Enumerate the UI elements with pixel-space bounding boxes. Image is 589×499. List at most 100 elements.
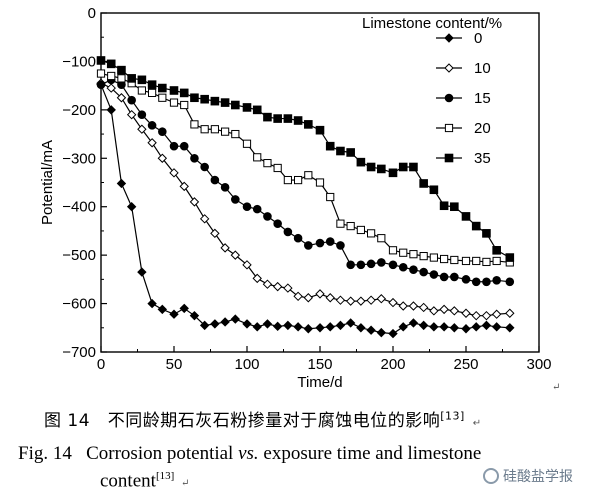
- data-point-series-35: [315, 125, 325, 135]
- data-point-series-15: [283, 227, 293, 237]
- caption-en-text-1: Corrosion potential: [86, 443, 239, 464]
- data-point-series-20: [96, 69, 106, 78]
- data-point-series-35: [471, 221, 481, 231]
- data-point-series-35: [242, 103, 252, 112]
- legend-marker-35: [444, 153, 454, 163]
- x-tick-label: 250: [453, 356, 478, 373]
- data-point-series-0: [408, 318, 419, 328]
- data-point-series-0: [116, 178, 127, 189]
- data-point-series-35: [231, 100, 240, 110]
- y-tick-label: −300: [62, 150, 96, 167]
- data-point-series-0: [147, 298, 157, 309]
- legend-label-35: 35: [474, 150, 491, 167]
- data-point-series-15: [398, 262, 408, 272]
- data-point-series-0: [366, 325, 376, 335]
- data-point-series-10: [126, 109, 137, 120]
- data-point-series-20: [399, 248, 408, 257]
- y-tick-label: −500: [62, 247, 96, 264]
- data-point-series-20: [158, 93, 167, 102]
- data-point-series-0: [315, 323, 325, 333]
- data-point-series-10: [491, 309, 502, 319]
- data-point-series-0: [157, 304, 168, 315]
- data-point-series-35: [461, 212, 471, 221]
- data-point-series-15: [252, 204, 262, 214]
- data-point-series-35: [450, 202, 459, 212]
- caption-chinese: 图 14 不同龄期石灰石粉掺量对于腐蚀电位的影响[13] ↵: [44, 406, 482, 431]
- return-mark: ↵: [181, 478, 190, 490]
- data-point-series-35: [96, 56, 106, 65]
- wechat-icon: [483, 468, 499, 484]
- data-point-series-10: [199, 214, 210, 224]
- data-point-series-10: [242, 260, 252, 270]
- data-point-series-20: [440, 254, 449, 264]
- data-point-series-15: [492, 276, 501, 285]
- data-point-series-20: [242, 139, 252, 148]
- x-tick-label: 150: [307, 356, 332, 373]
- data-point-series-20: [461, 256, 471, 266]
- data-point-series-15: [482, 277, 491, 287]
- data-point-series-20: [117, 74, 126, 83]
- data-point-series-15: [273, 219, 282, 228]
- data-point-series-0: [199, 320, 210, 331]
- data-point-series-0: [106, 105, 116, 115]
- legend-title: Limestone content/%: [362, 15, 502, 32]
- data-point-series-35: [336, 146, 345, 156]
- return-mark: ↵: [552, 382, 561, 393]
- data-point-series-10: [157, 153, 168, 163]
- data-point-series-0: [471, 322, 481, 332]
- data-point-series-0: [283, 320, 293, 331]
- data-point-series-20: [169, 98, 179, 107]
- series-line-35: [100, 59, 511, 259]
- data-point-series-20: [409, 250, 418, 259]
- data-point-series-35: [273, 114, 282, 123]
- y-tick-label: 0: [88, 5, 96, 22]
- data-point-series-15: [304, 241, 313, 250]
- data-point-series-10: [408, 301, 419, 311]
- data-point-series-35: [137, 75, 147, 85]
- data-point-series-0: [252, 322, 262, 332]
- data-point-series-20: [180, 100, 189, 110]
- series-line-15: [100, 79, 510, 283]
- data-point-series-20: [367, 229, 376, 238]
- data-point-series-15: [315, 238, 325, 248]
- data-point-series-10: [303, 293, 314, 303]
- data-point-series-35: [283, 114, 293, 123]
- caption-en-ref: [13]: [155, 470, 175, 482]
- data-point-series-15: [127, 95, 136, 105]
- data-point-series-10: [315, 289, 325, 299]
- data-point-series-10: [376, 294, 387, 304]
- data-point-series-10: [325, 293, 335, 303]
- data-point-series-0: [481, 320, 492, 331]
- caption-en-label: Fig. 14: [18, 443, 72, 464]
- legend-label-15: 15: [474, 90, 491, 107]
- data-point-series-0: [169, 309, 179, 319]
- data-point-series-35: [200, 94, 209, 104]
- caption-en-text-3: content: [100, 470, 156, 492]
- data-point-series-20: [137, 86, 146, 95]
- data-point-series-15: [419, 267, 428, 277]
- data-point-series-10: [449, 306, 460, 316]
- data-point-series-35: [263, 112, 272, 122]
- data-point-series-0: [418, 320, 429, 331]
- data-point-series-15: [346, 260, 355, 270]
- data-point-series-20: [294, 175, 303, 185]
- data-point-series-0: [449, 323, 460, 333]
- caption-english-line1: Fig. 14 Corrosion potential vs. exposure…: [18, 443, 481, 465]
- data-point-series-20: [190, 120, 199, 129]
- series-line-20: [100, 72, 510, 264]
- y-tick-label: −400: [62, 199, 96, 216]
- data-point-series-35: [409, 162, 418, 172]
- caption-english-line2: content[13] ↵: [100, 470, 189, 492]
- data-point-series-15: [242, 202, 252, 212]
- data-point-series-15: [450, 272, 459, 282]
- data-point-series-35: [179, 88, 189, 98]
- data-point-series-15: [366, 259, 376, 269]
- data-point-series-20: [429, 253, 438, 262]
- data-point-series-20: [472, 256, 481, 266]
- data-point-series-35: [492, 246, 501, 255]
- data-point-series-35: [147, 80, 157, 89]
- data-point-series-10: [189, 197, 200, 207]
- legend-marker-0: [444, 33, 454, 43]
- data-point-series-0: [439, 322, 449, 332]
- data-point-series-10: [106, 83, 116, 93]
